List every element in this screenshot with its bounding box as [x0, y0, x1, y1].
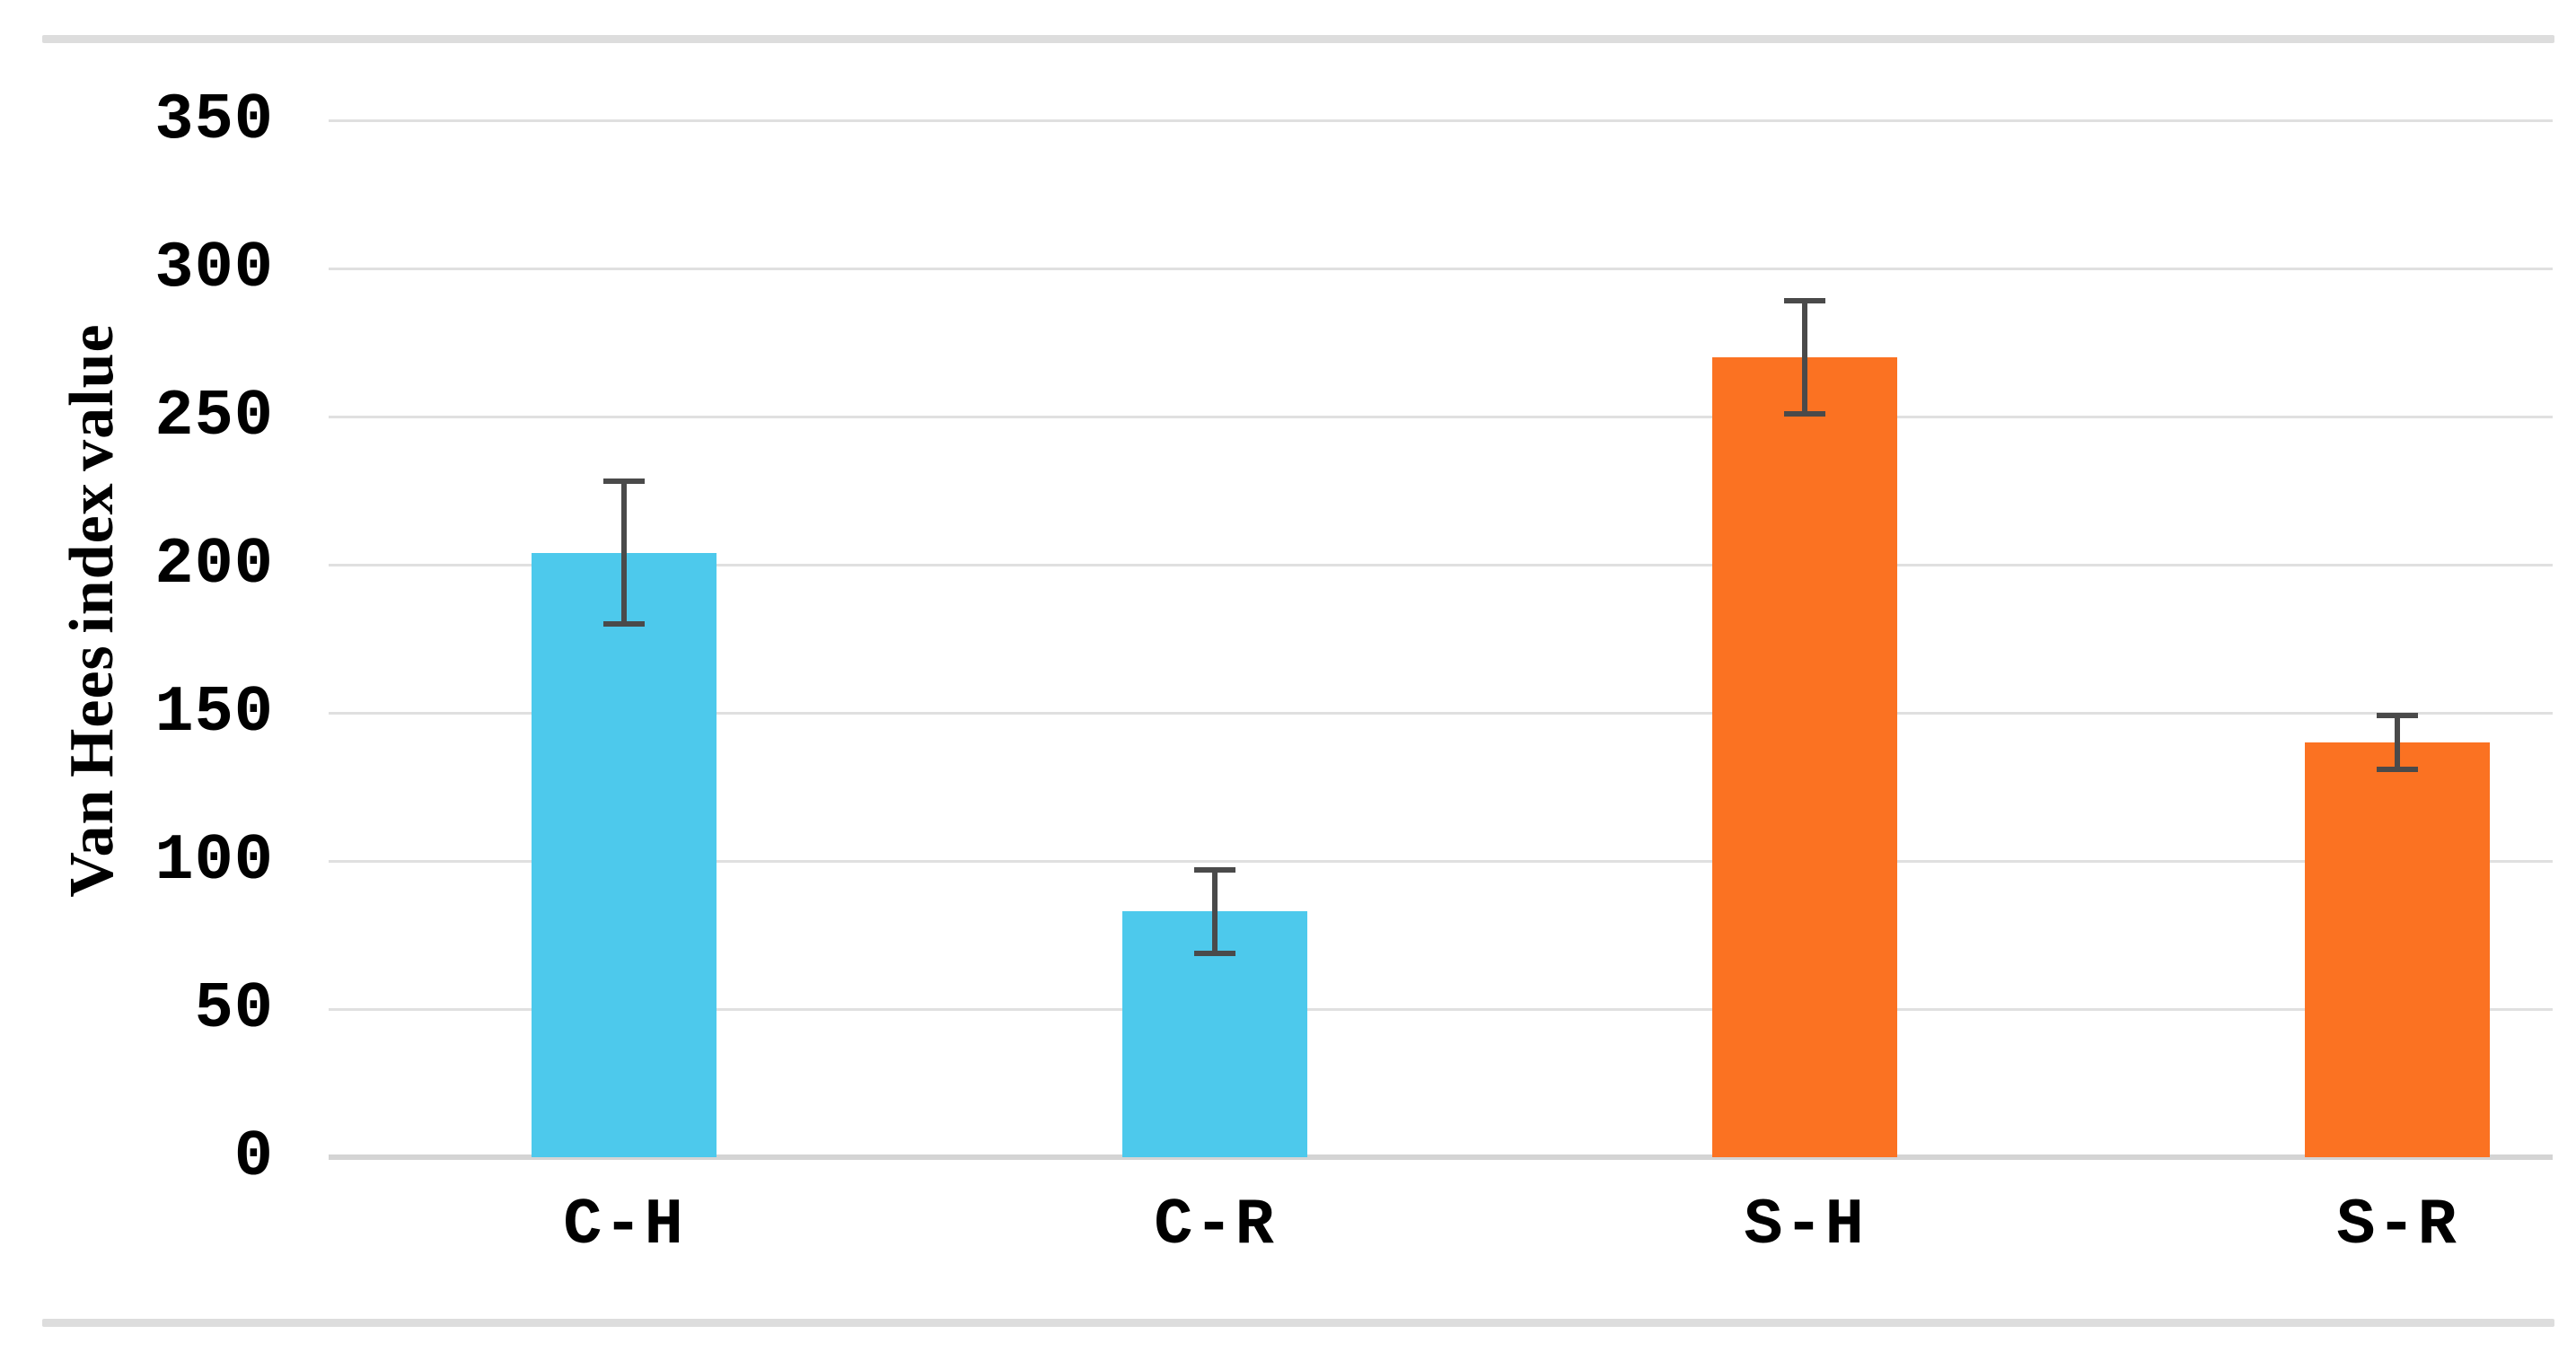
gridline-50 [329, 1008, 2553, 1011]
bar-S-H [1712, 357, 1897, 1157]
error-cap-bottom-C-R [1194, 950, 1235, 956]
x-axis-baseline [329, 1154, 2553, 1160]
y-tick-label-150: 150 [154, 676, 274, 750]
gridline-250 [329, 416, 2553, 418]
y-tick-label-200: 200 [154, 528, 274, 601]
error-cap-bottom-S-R [2377, 767, 2418, 772]
gridline-100 [329, 860, 2553, 863]
y-tick-label-250: 250 [154, 380, 274, 453]
error-cap-top-C-R [1194, 866, 1235, 873]
bar-C-H [532, 552, 717, 1157]
y-tick-label-100: 100 [154, 824, 274, 898]
gridline-150 [329, 712, 2553, 715]
error-cap-top-S-R [2377, 713, 2418, 718]
chart-top-border [42, 35, 2554, 43]
y-tick-label-350: 350 [154, 83, 274, 157]
chart-bottom-border [42, 1319, 2554, 1327]
error-cap-bottom-C-H [603, 621, 645, 628]
error-bar-C-R [1212, 866, 1218, 956]
x-label-C-H: C-H [563, 1189, 685, 1262]
x-label-S-R: S-R [2336, 1189, 2458, 1262]
y-tick-label-50: 50 [194, 972, 274, 1046]
error-cap-top-C-H [603, 478, 645, 485]
x-label-S-H: S-H [1744, 1189, 1866, 1262]
error-bar-C-H [621, 478, 627, 628]
error-cap-top-S-H [1784, 298, 1825, 303]
gridline-350 [329, 119, 2553, 122]
error-bar-S-H [1802, 298, 1807, 417]
y-tick-label-0: 0 [233, 1120, 274, 1194]
gridline-300 [329, 268, 2553, 270]
error-bar-S-R [2395, 713, 2400, 772]
y-axis-title: Van Hees index value [57, 323, 127, 898]
y-tick-label-300: 300 [154, 232, 274, 305]
gridline-200 [329, 564, 2553, 566]
x-label-C-R: C-R [1154, 1189, 1276, 1262]
error-cap-bottom-S-H [1784, 411, 1825, 417]
bar-S-R [2305, 742, 2490, 1157]
